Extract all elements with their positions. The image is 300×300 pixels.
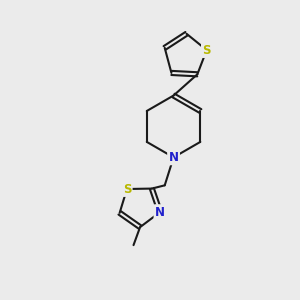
Text: S: S bbox=[123, 182, 131, 196]
Text: N: N bbox=[155, 206, 165, 219]
Text: N: N bbox=[169, 151, 178, 164]
Text: S: S bbox=[202, 44, 211, 57]
